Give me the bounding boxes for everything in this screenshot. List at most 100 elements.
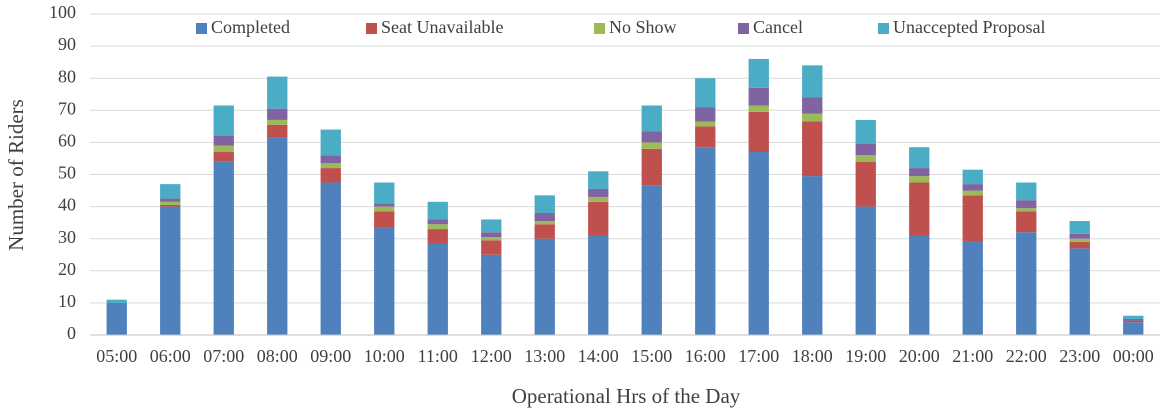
bar-segment [1016, 232, 1037, 335]
bar-segment [267, 108, 288, 120]
bar-segment [106, 299, 127, 303]
bar-segment [1069, 221, 1090, 234]
legend-label: Completed [211, 17, 290, 37]
bar-segment [481, 254, 502, 335]
x-tick-label: 15:00 [631, 346, 672, 366]
y-tick-label: 60 [58, 131, 76, 151]
bar-segment [534, 195, 555, 214]
bar-segment [427, 219, 448, 225]
bar-segment [1016, 200, 1037, 209]
bar-segment [909, 176, 930, 183]
bar-segment [962, 195, 983, 242]
bar-segment [213, 135, 234, 146]
bar-segment [320, 129, 341, 156]
bar-segment [748, 58, 769, 88]
y-tick-label: 70 [58, 98, 76, 118]
y-tick-label: 30 [58, 227, 76, 247]
bar-segment [1069, 238, 1090, 242]
bar-segment [802, 65, 823, 98]
x-tick-label: 23:00 [1059, 346, 1100, 366]
bar-segment [855, 161, 876, 207]
bar-segment [267, 119, 288, 125]
bar-segment [160, 184, 181, 199]
bar-segment [374, 206, 395, 212]
bar-segment [1123, 318, 1144, 321]
bar-segment [213, 152, 234, 162]
bar-segment [1123, 322, 1144, 335]
x-tick-label: 07:00 [203, 346, 244, 366]
bar-segment [267, 76, 288, 109]
bar-segment [534, 213, 555, 222]
x-tick-label: 10:00 [364, 346, 405, 366]
legend-swatch [196, 23, 207, 34]
bar-segment [748, 87, 769, 106]
x-tick-label: 17:00 [738, 346, 779, 366]
bar-segment [855, 144, 876, 156]
bar-segment [267, 137, 288, 335]
legend-swatch [738, 23, 749, 34]
bar-segment [160, 206, 181, 335]
legend-swatch [366, 23, 377, 34]
x-tick-label: 19:00 [845, 346, 886, 366]
bar-segment [320, 182, 341, 335]
bar-segment [962, 241, 983, 335]
bar-segment [802, 121, 823, 177]
bar-segment [588, 188, 609, 197]
bar-segment [588, 235, 609, 335]
bar-segment [320, 163, 341, 169]
bar-segment [748, 111, 769, 153]
bar-segment [802, 113, 823, 122]
bar-segment [909, 235, 930, 335]
bar-segment [481, 219, 502, 233]
y-tick-label: 10 [58, 291, 76, 311]
x-axis-title: Operational Hrs of the Day [512, 384, 741, 408]
bar-segment [641, 142, 662, 149]
legend-swatch [878, 23, 889, 34]
bar-segment [909, 147, 930, 169]
bar-segment [160, 204, 181, 207]
x-tick-label: 14:00 [578, 346, 619, 366]
y-tick-label: 0 [67, 323, 76, 343]
bar-segment [855, 155, 876, 162]
bar-segment [588, 196, 609, 202]
bar-segment [641, 131, 662, 143]
y-tick-label: 80 [58, 66, 76, 86]
x-tick-label: 16:00 [685, 346, 726, 366]
bar-segment [695, 78, 716, 108]
bar-segment [374, 182, 395, 204]
bar-segment [588, 201, 609, 236]
x-tick-label: 11:00 [418, 346, 458, 366]
bar-segment [106, 302, 127, 335]
bar-segment [213, 161, 234, 335]
x-tick-label: 13:00 [524, 346, 565, 366]
legend-label: Seat Unavailable [381, 17, 503, 37]
x-tick-label: 22:00 [1006, 346, 1047, 366]
bar-segment [695, 126, 716, 148]
x-tick-label: 21:00 [952, 346, 993, 366]
bar-segment [534, 224, 555, 239]
x-tick-label: 18:00 [792, 346, 833, 366]
bar-segment [267, 124, 288, 138]
bar-segment [1016, 182, 1037, 201]
bar-segment [481, 240, 502, 255]
legend-label: Cancel [753, 17, 803, 37]
bar-segment [481, 232, 502, 238]
y-tick-label: 90 [58, 34, 76, 54]
x-tick-label: 12:00 [471, 346, 512, 366]
bar-segment [374, 211, 395, 228]
x-tick-label: 06:00 [150, 346, 191, 366]
bar-segment [1069, 241, 1090, 249]
x-tick-label: 09:00 [310, 346, 351, 366]
bar-segment [641, 148, 662, 186]
bar-segment [213, 105, 234, 136]
bar-segment [534, 238, 555, 335]
y-tick-label: 100 [49, 2, 76, 22]
bar-segment [1069, 233, 1090, 239]
bar-segment [962, 169, 983, 185]
bar-segment [1123, 320, 1144, 323]
bar-segment [1016, 208, 1037, 212]
bar-segment [160, 198, 181, 202]
bar-segment [427, 201, 448, 220]
bar-segment [1069, 248, 1090, 335]
